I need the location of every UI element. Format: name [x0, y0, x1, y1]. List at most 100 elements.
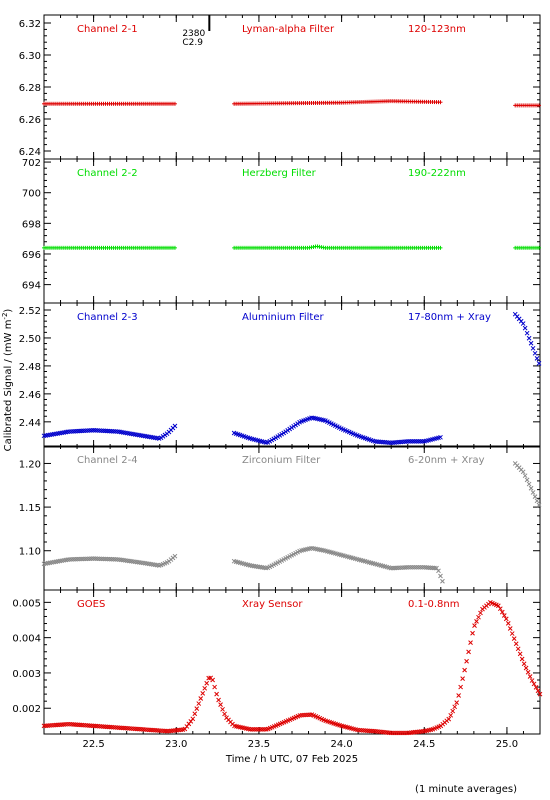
data-point — [311, 546, 316, 551]
data-point — [75, 722, 81, 728]
data-point — [89, 723, 94, 729]
data-point — [119, 725, 124, 731]
data-point — [95, 428, 100, 433]
data-point — [492, 601, 497, 607]
data-point — [109, 556, 114, 562]
data-point — [382, 564, 388, 569]
band-label: 0.1-0.8nm — [408, 599, 460, 610]
data-point — [138, 726, 144, 732]
filter-label: Aluminium Filter — [242, 312, 325, 323]
data-point — [537, 691, 543, 697]
data-point — [244, 726, 249, 731]
data-point — [257, 438, 263, 444]
data-point — [325, 719, 331, 724]
data-point — [354, 556, 360, 562]
data-point — [380, 439, 386, 445]
data-point — [235, 432, 241, 437]
data-point — [372, 728, 378, 734]
data-point — [367, 728, 372, 734]
data-point — [99, 724, 104, 729]
data-point — [150, 562, 156, 567]
data-point — [113, 725, 118, 730]
data-point — [454, 700, 460, 705]
data-point — [245, 562, 251, 568]
data-point — [261, 565, 267, 571]
data-point — [332, 423, 338, 428]
data-point — [109, 428, 114, 434]
data-point — [142, 433, 148, 439]
data-point — [101, 724, 106, 729]
data-point — [386, 440, 392, 445]
data-point — [162, 728, 168, 734]
data-point — [115, 557, 120, 562]
data-point — [255, 438, 261, 443]
series-points — [41, 311, 542, 446]
data-point — [190, 716, 196, 722]
data-point — [200, 691, 206, 696]
data-point — [521, 661, 527, 667]
data-point — [124, 430, 130, 436]
data-point — [327, 549, 332, 555]
panel-2: 694 696 698 700 702 Channel 2-2 Herzberg Filte… — [22, 158, 542, 304]
data-point — [338, 426, 344, 432]
filter-label: Zirconium Filter — [242, 455, 321, 466]
channel-label: Channel 2-1 — [77, 24, 138, 35]
data-point — [507, 626, 513, 631]
data-point — [488, 599, 493, 605]
y-tick-label: 0.003 — [12, 669, 41, 680]
data-point — [192, 711, 198, 717]
data-point — [356, 433, 362, 439]
data-point — [432, 565, 437, 571]
data-point — [527, 674, 533, 679]
data-point — [138, 433, 144, 438]
data-point — [350, 431, 356, 437]
y-tick-label: 1.10 — [19, 547, 41, 558]
data-point — [91, 556, 96, 561]
data-point — [105, 724, 110, 730]
data-point — [514, 463, 520, 468]
data-point — [528, 485, 534, 491]
data-point — [376, 729, 382, 735]
data-point — [212, 684, 217, 690]
data-point — [309, 545, 314, 551]
data-point — [519, 656, 525, 662]
data-point — [313, 546, 318, 552]
data-point — [313, 416, 318, 421]
data-point — [122, 430, 128, 436]
data-point — [333, 721, 339, 727]
data-point — [117, 725, 122, 731]
panel-frame — [43, 302, 541, 448]
data-point — [119, 557, 124, 563]
data-point — [436, 568, 441, 574]
data-point — [317, 416, 322, 422]
data-point — [222, 711, 227, 717]
data-point — [237, 432, 243, 438]
y-tick-label: 698 — [22, 219, 41, 230]
data-point — [384, 564, 390, 570]
data-point — [194, 706, 200, 712]
filter-label: Xray Sensor — [242, 599, 303, 610]
data-point — [77, 722, 83, 728]
data-point — [355, 727, 360, 733]
data-point — [362, 558, 368, 564]
data-point — [358, 557, 364, 563]
data-point — [370, 728, 376, 734]
data-point — [152, 435, 158, 441]
series-points — [42, 99, 542, 108]
data-point — [424, 565, 429, 570]
y-tick-label: 2.50 — [19, 334, 41, 345]
data-point — [319, 547, 324, 553]
data-point — [476, 614, 481, 620]
data-point — [121, 557, 126, 563]
series-points — [41, 461, 542, 584]
data-point — [71, 722, 77, 727]
series-points — [42, 244, 542, 250]
data-point — [144, 434, 150, 439]
band-label: 120-123nm — [408, 24, 466, 35]
data-point — [251, 563, 257, 569]
data-point — [259, 439, 265, 444]
data-point — [332, 551, 338, 556]
data-point — [335, 722, 340, 727]
data-point — [111, 724, 116, 730]
